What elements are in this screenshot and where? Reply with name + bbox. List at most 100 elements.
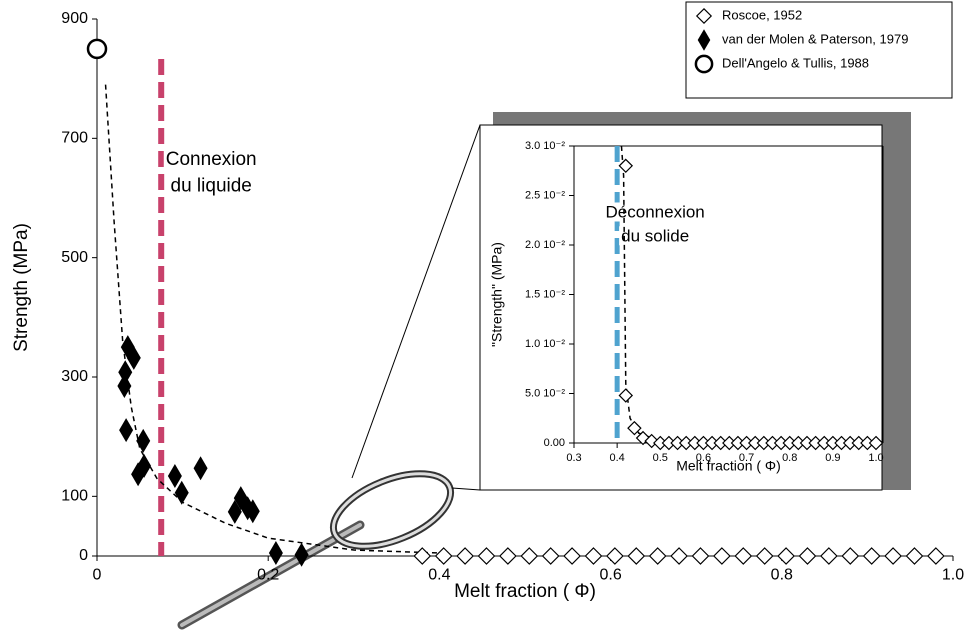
threshold-label: Déconnexion — [606, 202, 705, 221]
data-point — [606, 547, 624, 565]
data-point — [477, 547, 496, 565]
x-tick-label: 0.6 — [696, 452, 711, 464]
x-axis-label: Melt fraction ( Φ) — [454, 581, 596, 602]
y-tick-label: 1.0 10⁻² — [525, 338, 565, 350]
data-point — [520, 547, 539, 565]
x-tick-label: 0 — [93, 567, 102, 584]
data-point — [905, 547, 924, 565]
data-point — [126, 345, 141, 370]
magnifier-lens-rim — [331, 472, 453, 548]
data-point — [245, 499, 260, 524]
legend-label: Roscoe, 1952 — [722, 7, 802, 22]
data-point — [713, 547, 731, 565]
x-tick-label: 0.8 — [782, 452, 797, 464]
magnifier-lens — [329, 470, 455, 550]
x-tick-label: 0.4 — [428, 567, 450, 584]
data-point — [670, 547, 688, 565]
data-point — [413, 547, 432, 565]
x-tick-label: 0.9 — [825, 452, 840, 464]
y-tick-label: 5.0 10⁻² — [525, 387, 565, 399]
data-point — [755, 547, 774, 565]
magnifier — [177, 124, 481, 630]
data-point — [118, 360, 133, 385]
data-point — [86, 38, 108, 60]
x-tick-label: 0.2 — [257, 567, 279, 584]
data-point — [627, 420, 642, 436]
zoom-line — [351, 124, 481, 479]
data-point — [694, 54, 714, 74]
label-background — [168, 175, 254, 197]
data-point — [862, 547, 881, 565]
x-tick-label: 1.0 — [942, 567, 964, 584]
data-point — [584, 547, 603, 565]
x-tick-label: 1.0 — [868, 452, 883, 464]
fit-curve — [104, 84, 440, 554]
data-point — [841, 547, 860, 565]
data-point — [618, 388, 634, 403]
data-point — [618, 158, 634, 174]
data-point — [174, 480, 189, 505]
threshold-label: du solide — [621, 226, 689, 245]
data-point — [648, 547, 667, 565]
y-axis-label: Strength (MPa) — [11, 223, 32, 352]
x-tick-label: 0.8 — [771, 567, 793, 584]
x-tick-label: 0.3 — [566, 452, 581, 464]
inset-plot: 0.00 5.0 10⁻² 1.0 10⁻² 1.5 10⁻² 2.0 10⁻² 2.5 … — [489, 140, 884, 474]
x-tick-label: 0.4 — [609, 452, 624, 464]
magnifier-handle-shine — [180, 523, 362, 627]
data-point — [868, 435, 884, 451]
y-tick-label: 500 — [61, 249, 88, 266]
data-point — [541, 547, 560, 565]
y-tick-label: 1.5 10⁻² — [525, 288, 565, 300]
data-point — [695, 7, 713, 25]
y-tick-label: 900 — [61, 10, 88, 27]
zoom-line — [451, 487, 481, 491]
threshold-label: du liquide — [171, 176, 252, 197]
data-point — [734, 547, 753, 565]
data-point — [563, 547, 581, 565]
data-point — [627, 547, 646, 565]
data-point — [117, 373, 132, 398]
data-point — [635, 430, 651, 446]
data-point — [798, 547, 817, 565]
data-point — [697, 29, 711, 51]
y-tick-label: 2.5 10⁻² — [525, 189, 565, 201]
main-plot: 0 100 300 500 700 900 0 0.2 0.4 0.6 0.8 1.0 Melt fra… — [11, 1, 964, 602]
data-point — [119, 418, 134, 443]
y-tick-label: 100 — [61, 488, 88, 505]
data-point — [167, 464, 182, 489]
legend-label: van der Molen & Paterson, 1979 — [722, 31, 908, 46]
label-background — [619, 226, 692, 246]
data-point — [294, 542, 309, 567]
x-tick-label: 0.6 — [599, 567, 621, 584]
legend-box — [685, 1, 953, 99]
label-background — [163, 149, 259, 171]
y-tick-label: 3.0 10⁻² — [525, 140, 565, 152]
y-tick-label: 0.00 — [544, 437, 565, 449]
data-point — [193, 456, 208, 481]
inset-panel — [479, 124, 883, 491]
x-axis-label: Melt fraction ( Φ) — [676, 458, 781, 474]
x-tick-label: 0.5 — [653, 452, 668, 464]
data-point — [434, 547, 453, 565]
x-tick-label: 0.7 — [739, 452, 754, 464]
data-point — [268, 541, 283, 566]
data-point — [137, 453, 152, 478]
label-background — [603, 202, 707, 222]
y-tick-label: 0 — [79, 547, 88, 564]
data-point — [820, 547, 838, 565]
data-point — [499, 547, 517, 565]
data-point — [136, 428, 151, 453]
data-point — [884, 547, 902, 565]
threshold-label: Connexion — [166, 149, 257, 170]
y-tick-label: 700 — [61, 130, 88, 147]
y-tick-label: 300 — [61, 368, 88, 385]
y-tick-label: 2.0 10⁻² — [525, 239, 565, 251]
data-point — [456, 547, 474, 565]
data-point — [777, 547, 795, 565]
y-axis-label: "Strength" (MPa) — [489, 242, 505, 347]
legend-label: Dell'Angelo & Tullis, 1988 — [722, 55, 869, 70]
data-point — [927, 547, 945, 565]
data-point — [691, 547, 710, 565]
